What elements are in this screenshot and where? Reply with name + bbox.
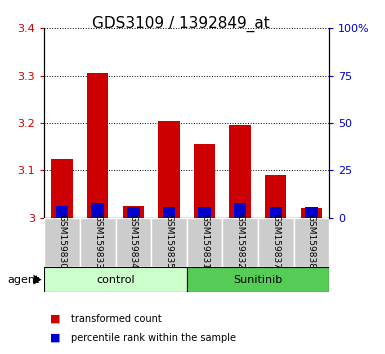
Text: GDS3109 / 1392849_at: GDS3109 / 1392849_at [92, 16, 270, 32]
Text: ■: ■ [50, 314, 60, 324]
Bar [198, 207, 211, 218]
Bar [258, 218, 294, 267]
Bar [163, 207, 175, 218]
Bar [234, 202, 246, 218]
Bar [229, 125, 251, 218]
Bar [44, 267, 187, 292]
Text: GSM159838: GSM159838 [307, 214, 316, 269]
Text: Sunitinib: Sunitinib [233, 275, 283, 285]
Bar [151, 218, 187, 267]
Bar [301, 208, 322, 218]
Bar [158, 121, 179, 218]
Text: agent: agent [8, 275, 40, 285]
Bar [265, 175, 286, 218]
Text: GSM159831: GSM159831 [200, 214, 209, 269]
Bar [51, 159, 73, 218]
Text: transformed count: transformed count [71, 314, 162, 324]
Bar [122, 206, 144, 218]
Bar [187, 267, 329, 292]
Bar [187, 218, 223, 267]
Bar [80, 218, 116, 267]
Bar [87, 73, 109, 218]
Bar [44, 218, 80, 267]
Bar [223, 218, 258, 267]
Text: GSM159834: GSM159834 [129, 214, 138, 269]
Bar [194, 144, 215, 218]
Text: control: control [96, 275, 135, 285]
Text: ■: ■ [50, 333, 60, 343]
Text: GSM159833: GSM159833 [93, 214, 102, 269]
Text: GSM159832: GSM159832 [236, 214, 244, 269]
Bar [116, 218, 151, 267]
Bar [305, 207, 318, 218]
Text: GSM159837: GSM159837 [271, 214, 280, 269]
Bar [293, 218, 329, 267]
Bar [270, 207, 282, 218]
Text: percentile rank within the sample: percentile rank within the sample [71, 333, 236, 343]
Bar [92, 202, 104, 218]
Bar [56, 206, 68, 218]
Polygon shape [33, 275, 42, 285]
Bar [127, 207, 139, 218]
Text: GSM159830: GSM159830 [58, 214, 67, 269]
Text: GSM159835: GSM159835 [164, 214, 173, 269]
